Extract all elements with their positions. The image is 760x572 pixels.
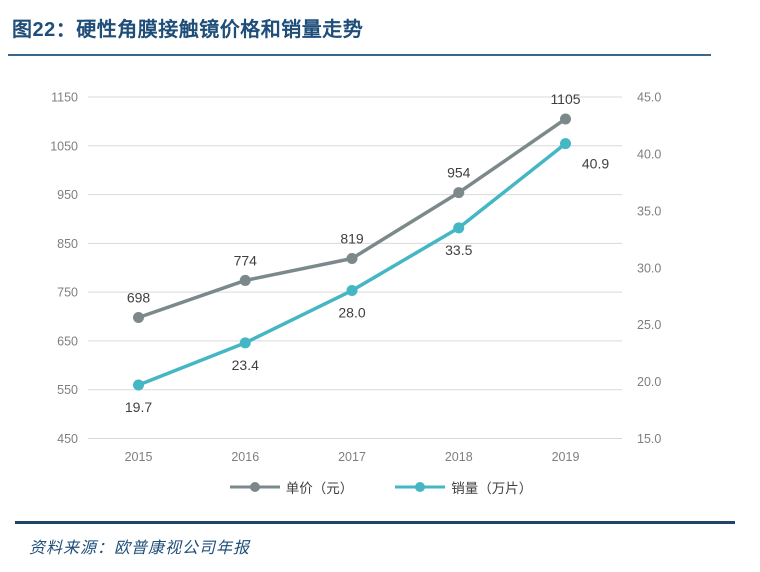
sales-data-label-2019: 40.9: [582, 156, 609, 172]
legend-label-sales: 销量（万片）: [451, 481, 533, 496]
sales-data-label-2018: 33.5: [445, 242, 472, 258]
right-axis-tick-label: 15.0: [637, 432, 661, 446]
price-point-2018: [453, 187, 465, 199]
left-axis-tick-label: 750: [57, 286, 78, 300]
x-axis-tick-label: 2015: [125, 450, 153, 464]
price-data-label-2015: 698: [127, 290, 151, 306]
legend-item-sales: 销量（万片）: [393, 477, 532, 497]
price-point-2015: [133, 312, 144, 324]
sales-point-2017: [346, 285, 358, 297]
sales-point-2016: [239, 337, 251, 349]
right-axis-tick-label: 40.0: [637, 147, 661, 161]
right-axis-tick-label: 20.0: [637, 375, 661, 389]
left-axis-tick-label: 650: [57, 334, 78, 348]
price-point-2019: [560, 113, 571, 125]
price-data-label-2017: 819: [340, 230, 364, 246]
sales-point-2015: [133, 379, 144, 391]
x-axis-tick-label: 2019: [552, 450, 580, 464]
x-axis-tick-label: 2016: [231, 450, 259, 464]
price-point-2016: [239, 274, 251, 286]
legend-item-price: 单价（元）: [228, 477, 354, 497]
sales-data-label-2016: 23.4: [232, 357, 259, 373]
right-axis-tick-label: 30.0: [637, 261, 661, 275]
title-divider-rule: [8, 54, 711, 56]
x-axis-tick-label: 2017: [338, 450, 366, 464]
left-axis-tick-label: 1050: [50, 139, 78, 153]
left-axis-tick-label: 550: [57, 383, 78, 397]
sales-point-2018: [453, 222, 465, 234]
sales-data-label-2017: 28.0: [338, 305, 365, 321]
price-data-label-2018: 954: [447, 165, 471, 181]
left-axis-tick-label: 450: [57, 432, 78, 446]
right-axis-tick-label: 35.0: [637, 204, 661, 218]
sales-data-label-2015: 19.7: [125, 399, 152, 415]
figure-title: 图22：硬性角膜接触镜价格和销量走势: [12, 19, 364, 41]
price-data-label-2019: 1105: [550, 91, 580, 107]
left-axis-tick-label: 950: [57, 188, 78, 202]
x-axis-tick-label: 2018: [445, 450, 473, 464]
footer-divider-rule: [15, 521, 735, 524]
legend-label-price: 单价（元）: [285, 481, 354, 496]
data-source-note: 资料来源：欧普康视公司年报: [29, 538, 251, 557]
chart-legend: 单价（元） 销量（万片）: [0, 477, 760, 497]
right-axis-tick-label: 45.0: [637, 91, 661, 105]
sales-series-line: [136, 141, 568, 387]
price-point-2017: [346, 252, 358, 264]
right-axis-tick-label: 25.0: [637, 318, 661, 332]
price-legend-marker-icon: [229, 482, 280, 492]
sales-legend-marker-icon: [395, 482, 446, 492]
sales-point-2019: [560, 138, 571, 150]
price-data-label-2016: 774: [234, 252, 258, 268]
left-axis-tick-label: 1150: [51, 91, 78, 105]
left-axis-tick-label: 850: [57, 237, 78, 251]
